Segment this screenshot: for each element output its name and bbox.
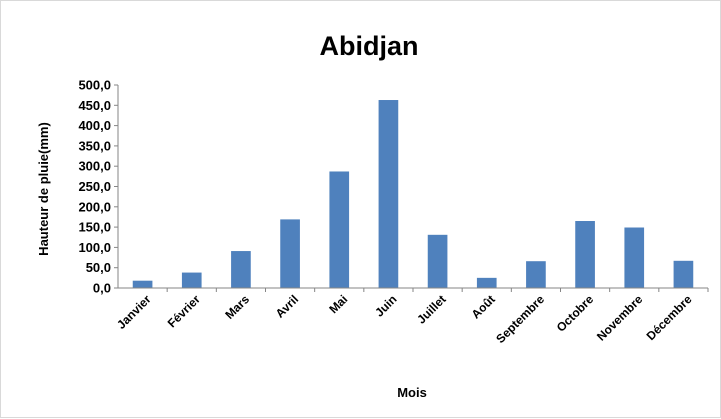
x-tick-label: Septembre bbox=[493, 292, 547, 346]
y-tick-label: 200,0 bbox=[78, 199, 111, 214]
y-axis-ticks: 0,0 50,0 100,0 150,0 200,0 250,0 300,0 350,0 400… bbox=[78, 78, 118, 296]
x-tick-label: Juin bbox=[372, 292, 399, 319]
bar bbox=[231, 251, 251, 288]
x-tick-label: Avril bbox=[273, 292, 301, 320]
bar bbox=[673, 260, 694, 288]
x-tick-label: Août bbox=[469, 292, 498, 321]
y-tick-label: 100,0 bbox=[78, 240, 111, 255]
x-tick-label: Mars bbox=[222, 292, 252, 322]
y-tick-label: 250,0 bbox=[78, 179, 111, 194]
bar bbox=[476, 277, 497, 288]
bars bbox=[132, 100, 694, 288]
bar bbox=[575, 221, 595, 288]
x-tick-label: Juillet bbox=[414, 292, 448, 326]
x-tick-label: Mai bbox=[326, 292, 350, 316]
bar bbox=[526, 261, 546, 288]
y-tick-label: 0,0 bbox=[93, 281, 111, 296]
x-tick-label: Décembre bbox=[644, 292, 695, 343]
bar bbox=[427, 234, 448, 288]
chart-title: Abidjan bbox=[320, 31, 419, 61]
x-tick-label: Février bbox=[165, 292, 203, 330]
y-tick-label: 50,0 bbox=[86, 260, 111, 275]
x-axis-labels: Janvier Février Mars Avril Mai Juin Juillet Aoû… bbox=[114, 288, 709, 346]
y-tick-label: 500,0 bbox=[78, 78, 111, 93]
y-tick-label: 150,0 bbox=[78, 220, 111, 235]
y-tick-label: 400,0 bbox=[78, 118, 111, 133]
bar bbox=[132, 280, 153, 288]
x-tick-label: Janvier bbox=[114, 292, 154, 332]
y-tick-label: 300,0 bbox=[78, 159, 111, 174]
bar bbox=[329, 171, 350, 288]
x-tick-label: Novembre bbox=[594, 292, 646, 344]
y-tick-label: 450,0 bbox=[78, 98, 111, 113]
bar bbox=[280, 219, 300, 288]
bar bbox=[624, 227, 645, 288]
bar bbox=[181, 272, 202, 288]
bar bbox=[378, 100, 399, 288]
x-tick-label: Octobre bbox=[554, 292, 597, 335]
y-axis-title: Hauteur de pluie(mm) bbox=[36, 122, 51, 256]
x-axis-title: Mois bbox=[397, 385, 427, 400]
y-tick-label: 350,0 bbox=[78, 138, 111, 153]
